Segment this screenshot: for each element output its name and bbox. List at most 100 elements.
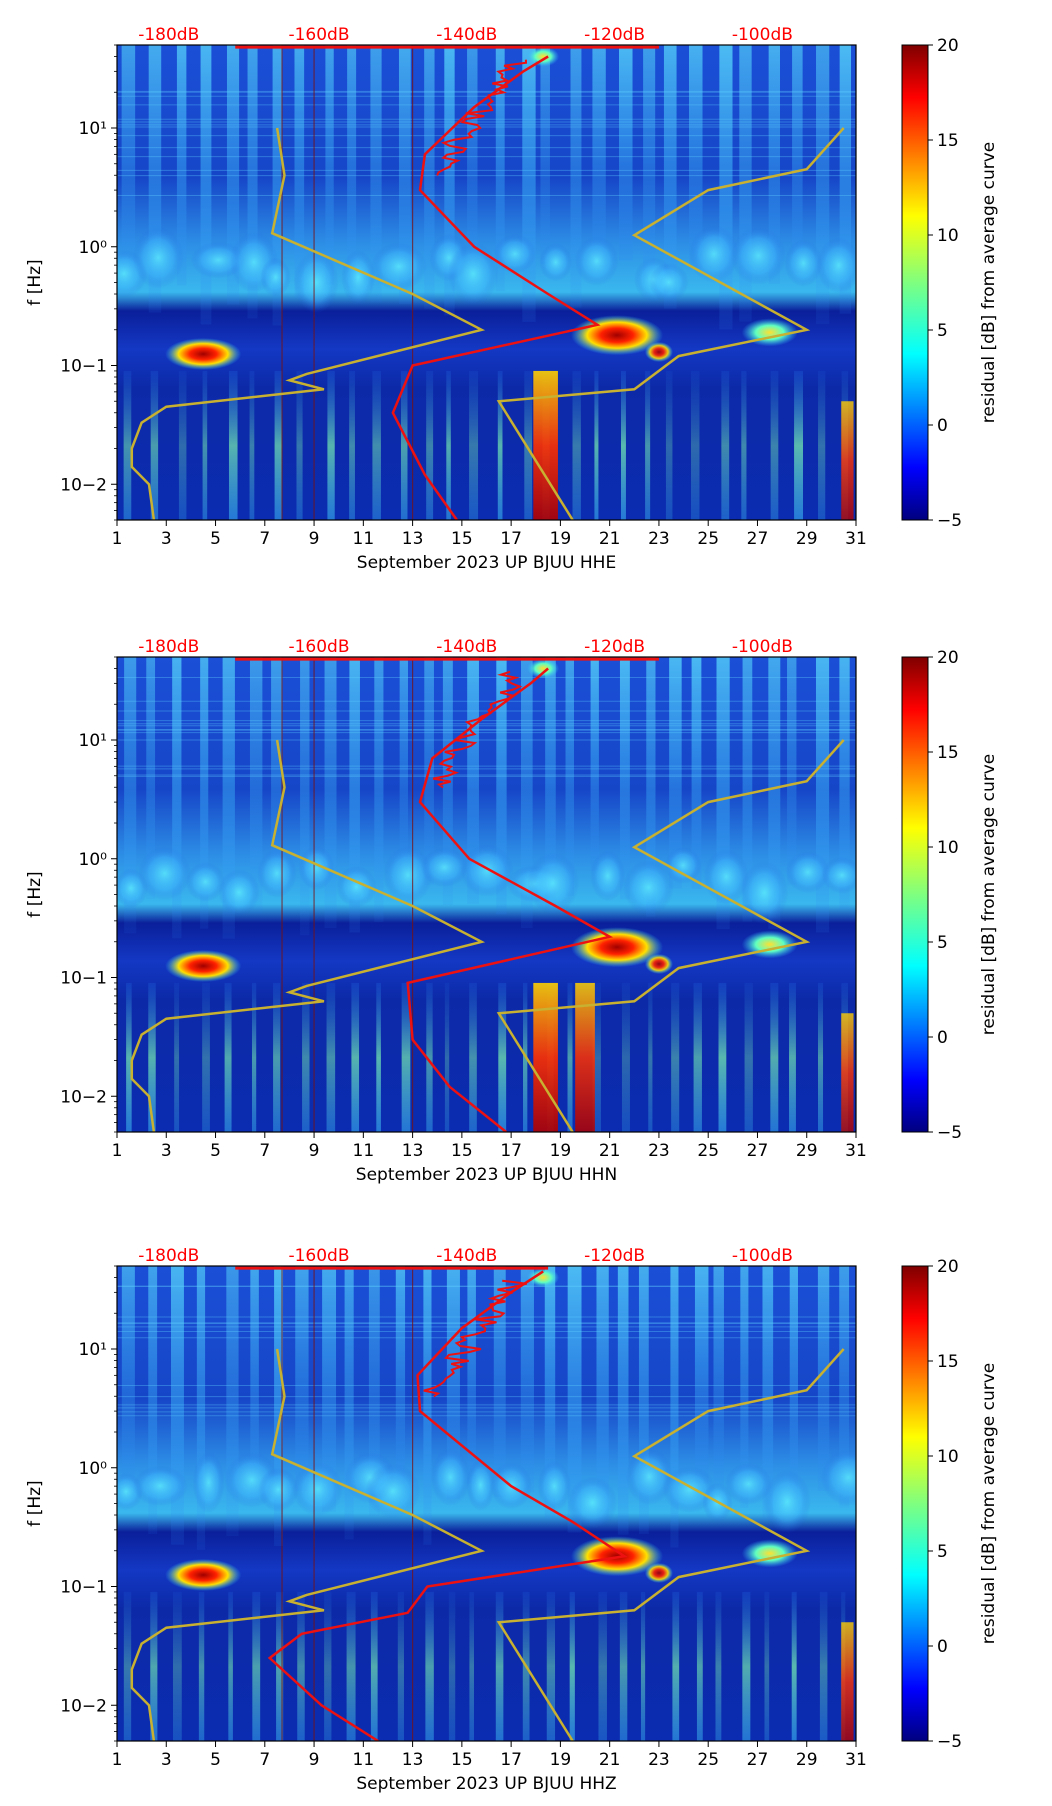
microseism-blob [567, 1476, 618, 1529]
high-noise-model-curve [496, 127, 845, 520]
x-tick-label: 11 [353, 1141, 375, 1161]
x-tick-label: 23 [648, 1750, 670, 1770]
day-stripe [817, 1266, 830, 1492]
y-tick-label: 10¹ [79, 731, 107, 751]
day-stripe [222, 657, 235, 939]
low-freq-stripe [495, 1591, 504, 1741]
low-freq-stripe [645, 370, 651, 520]
x-tick-label: 23 [648, 529, 670, 549]
microseism-blob [132, 226, 184, 289]
average-psd-curve [391, 55, 601, 520]
x-tick-label: 31 [845, 1141, 867, 1161]
heatmap-area [117, 657, 856, 1132]
low-freq-stripe [448, 1591, 456, 1741]
high-noise-model-curve [496, 1348, 845, 1741]
top-db-label: -160dB [288, 1246, 349, 1266]
day-stripe [423, 1266, 432, 1545]
x-tick-label: 31 [845, 529, 867, 549]
y-tick-label: 10−2 [60, 1087, 107, 1107]
colorbar-tick-label: 15 [937, 1352, 959, 1372]
day-stripe [271, 657, 283, 889]
low-noise-model-curve [130, 739, 486, 1132]
low-freq-stripe [671, 982, 680, 1132]
microseism-blob [420, 847, 469, 888]
x-tick-label: 5 [210, 1750, 221, 1770]
day-stripe [689, 45, 703, 269]
low-freq-stripe [744, 982, 753, 1132]
y-tick-label: 10−2 [60, 1696, 107, 1716]
day-stripe [596, 1266, 609, 1521]
day-stripe [740, 1266, 749, 1509]
low-freq-stripe [469, 1591, 474, 1741]
low-freq-stripe [148, 982, 156, 1132]
warmspot-top [527, 46, 560, 67]
low-freq-stripe [150, 370, 159, 520]
day-stripe [496, 657, 507, 915]
colorbar-tick-label: 5 [937, 933, 948, 953]
day-stripe [322, 1266, 337, 1512]
day-stripe [618, 45, 633, 261]
y-tick-label: 10−1 [60, 969, 107, 989]
low-freq-stripe [742, 1591, 751, 1741]
low-freq-stripe [446, 370, 451, 520]
top-db-label: -100dB [732, 1246, 793, 1266]
day-stripe [762, 1266, 774, 1521]
microseism-blob [590, 850, 626, 902]
spectrogram-panel-hhz: 1 3 5 7 9 11 13 15 17 19 21 23 25 27 29 3110−210−110⁰10… [25, 1246, 999, 1794]
microseism-blob [816, 237, 856, 294]
y-tick-label: 10¹ [79, 1340, 107, 1360]
day-stripe [670, 1266, 679, 1548]
low-freq-stripe [594, 370, 599, 520]
x-tick-label: 13 [402, 1750, 424, 1770]
day-stripe [643, 45, 656, 278]
low-freq-stripe [524, 370, 533, 520]
microseism-blob [258, 1467, 299, 1512]
low-freq-stripe [126, 982, 132, 1132]
colorbar-tick-label: −5 [937, 1732, 962, 1752]
top-db-label: -160dB [288, 25, 349, 45]
x-axis-label: September 2023 UP BJUU HHN [356, 1165, 617, 1185]
low-freq-stripe [296, 370, 303, 520]
low-freq-stripe [426, 982, 433, 1132]
hotspot-day23 [644, 1562, 673, 1583]
colorbar-tick-label: 0 [937, 416, 948, 436]
microseism-blob [724, 1463, 772, 1505]
day-stripe [399, 657, 408, 877]
day-stripe [344, 1266, 354, 1540]
microseism-blob [460, 844, 514, 897]
low-freq-stripe [346, 1591, 356, 1741]
colorbar-tick-label: 10 [937, 226, 959, 246]
microseism-blob [185, 862, 225, 902]
x-tick-label: 15 [451, 529, 473, 549]
day-stripe [694, 1266, 709, 1484]
day-stripe [247, 45, 258, 319]
low-freq-stripe [425, 1591, 434, 1741]
low-freq-stripe [123, 370, 132, 520]
microseism-blob [365, 1463, 421, 1519]
top-db-label: -160dB [288, 637, 349, 657]
day-stripe [124, 657, 137, 934]
low-freq-stripe [715, 1591, 722, 1741]
day-stripe [691, 657, 702, 889]
low-freq-stripe [469, 982, 477, 1132]
microseism-blob [689, 225, 739, 283]
low-noise-model-curve [130, 1348, 486, 1741]
x-tick-label: 3 [161, 1750, 172, 1770]
low-freq-stripe [567, 982, 573, 1132]
x-tick-label: 29 [796, 529, 818, 549]
x-tick-label: 9 [309, 1750, 320, 1770]
colorbar-tick-label: −5 [937, 511, 962, 531]
microseism-blob [298, 845, 335, 891]
high-noise-model-curve [496, 739, 845, 1132]
microseism-blob [763, 1470, 811, 1534]
low-freq-stripe [794, 370, 804, 520]
day-stripe [324, 657, 337, 929]
hotspot-day4 [165, 1558, 242, 1591]
x-tick-label: 3 [161, 1141, 172, 1161]
day-stripe [789, 1266, 798, 1500]
microseism-blob [466, 1459, 495, 1511]
low-freq-stripe [172, 1591, 182, 1741]
colorbar [901, 656, 929, 1133]
low-freq-stripe [764, 1591, 770, 1741]
y-tick-label: 10⁰ [79, 850, 108, 870]
